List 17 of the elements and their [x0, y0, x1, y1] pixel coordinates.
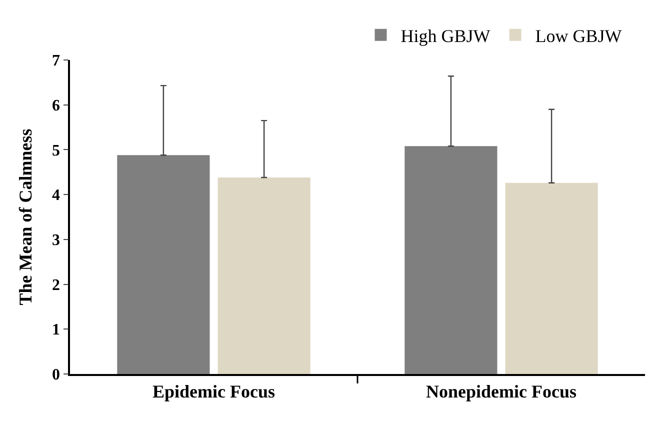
y-tick-label: 1: [52, 322, 60, 339]
legend-label: High GBJW: [400, 26, 490, 46]
bar: [117, 155, 210, 374]
bar: [218, 178, 310, 374]
y-tick-label: 2: [52, 276, 60, 294]
bar: [505, 182, 598, 374]
y-tick-label: 5: [52, 142, 60, 160]
y-tick-label: 4: [52, 187, 60, 204]
x-tick-label: Nonepidemic Focus: [426, 381, 576, 402]
y-tick-label: 7: [52, 52, 60, 70]
y-tick-label: 6: [52, 97, 60, 114]
y-tick-label: 0: [52, 366, 60, 384]
y-axis-title: The Mean of Calmness: [16, 128, 36, 306]
x-tick-label: Epidemic Focus: [152, 381, 276, 402]
legend-label: Low GBJW: [535, 26, 622, 46]
bar: [404, 146, 498, 374]
y-tick-label: 3: [52, 232, 60, 250]
